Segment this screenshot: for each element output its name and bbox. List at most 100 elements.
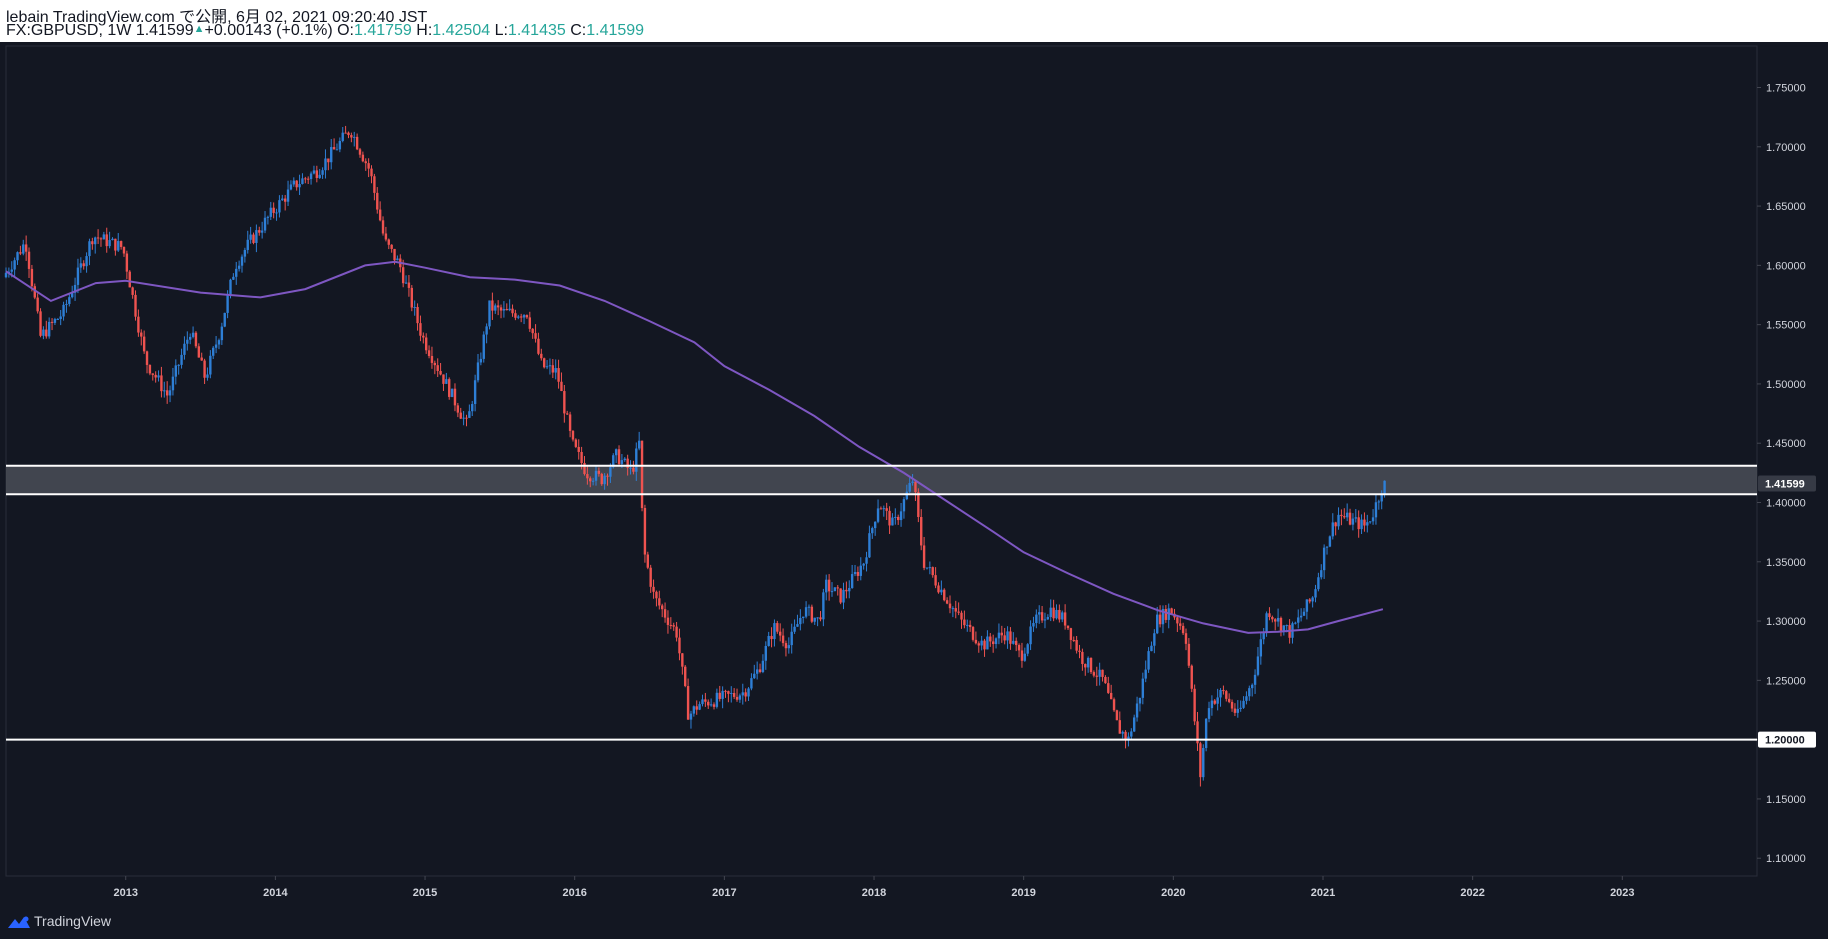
candle-body	[721, 690, 724, 699]
candle-body	[376, 192, 379, 210]
candle-body	[226, 294, 229, 313]
candle-body	[1006, 631, 1009, 641]
candle-body	[744, 692, 747, 697]
candle-body	[330, 147, 333, 163]
candle-body	[698, 704, 701, 710]
candle-body	[827, 579, 831, 592]
close-label: C:	[570, 22, 587, 39]
candle-body	[842, 589, 845, 603]
last-price: 1.41599	[135, 22, 194, 39]
candle-body	[1017, 645, 1021, 651]
chart-area[interactable]: 1.75000 1.70000 1.65000 1.60000 1.55000 1.500…	[0, 42, 1828, 906]
tradingview-brand[interactable]: TradingView	[34, 913, 112, 929]
candle-body	[1383, 480, 1386, 495]
price-chart[interactable]: 1.75000 1.70000 1.65000 1.60000 1.55000 1.500…	[0, 42, 1828, 906]
candle-body	[1029, 626, 1032, 645]
candle-body	[672, 625, 675, 627]
candle-body	[137, 316, 140, 333]
candle-body	[56, 318, 60, 320]
candle-body	[312, 170, 316, 174]
candle-body	[1213, 700, 1216, 704]
candle-body	[229, 279, 232, 295]
low-label: L:	[494, 22, 508, 39]
candle-body	[59, 316, 62, 319]
candle-body	[1343, 516, 1346, 518]
candle-body	[367, 163, 370, 169]
candle-body	[1268, 613, 1271, 618]
candle-body	[424, 337, 428, 351]
candle-body	[1063, 612, 1067, 626]
candle-body	[1181, 625, 1185, 634]
candle-body	[1000, 632, 1004, 636]
candle-body	[920, 516, 923, 546]
candle-body	[1164, 609, 1168, 620]
candle-body	[410, 287, 414, 308]
candle-body	[692, 706, 696, 714]
candle-body	[859, 565, 862, 576]
candle-body	[384, 233, 388, 240]
candle-body	[986, 636, 989, 650]
candle-body	[997, 632, 1001, 639]
candle-body	[171, 376, 175, 391]
candle-body	[1271, 617, 1274, 620]
candle-body	[1340, 514, 1343, 517]
candle-body	[186, 339, 189, 344]
candle-body	[1176, 617, 1179, 624]
candle-body	[260, 230, 264, 233]
y-tick-label: 1.10000	[1766, 853, 1806, 865]
candle-body	[462, 417, 465, 419]
candle-body	[134, 294, 137, 317]
candle-body	[10, 269, 13, 272]
candle-body	[580, 451, 583, 464]
candle-body	[47, 321, 51, 337]
candle-body	[1158, 614, 1162, 625]
x-tick-label: 2017	[712, 887, 736, 899]
candle-body	[707, 701, 710, 706]
candle-body	[1239, 707, 1242, 709]
candle-body	[1040, 612, 1044, 621]
candle-body	[1363, 519, 1366, 526]
candle-body	[36, 297, 39, 312]
candle-body	[1222, 690, 1225, 692]
candle-body	[836, 587, 839, 589]
candle-body	[450, 388, 454, 397]
candle-body	[1153, 633, 1156, 646]
candle-body	[235, 268, 238, 277]
candle-body	[911, 481, 914, 484]
candle-body	[361, 154, 365, 162]
candle-body	[681, 653, 684, 667]
chart-header: lebain TradingView.com で公開, 6月 02, 2021 …	[0, 0, 1828, 42]
candle-body	[747, 688, 750, 697]
tradingview-logo-icon[interactable]	[6, 914, 32, 930]
x-tick-label: 2022	[1460, 887, 1484, 899]
candle-body	[102, 234, 106, 240]
candle-body	[1305, 599, 1309, 612]
candle-body	[741, 692, 744, 696]
candle-body	[243, 249, 247, 257]
candle-body	[396, 258, 399, 261]
candle-body	[678, 637, 681, 654]
candle-body	[1138, 697, 1142, 704]
candle-body	[283, 198, 287, 202]
candle-body	[1282, 625, 1286, 631]
candle-body	[983, 640, 986, 650]
candle-body	[819, 617, 822, 620]
candle-body	[131, 287, 134, 295]
candle-body	[905, 491, 909, 500]
candle-body	[666, 617, 670, 625]
candle-body	[99, 238, 103, 240]
candle-body	[194, 332, 198, 347]
candle-body	[1095, 675, 1098, 677]
candle-body	[1225, 691, 1228, 699]
candle-body	[324, 158, 327, 171]
candle-body	[188, 336, 192, 340]
candle-body	[767, 635, 770, 646]
candle-body	[813, 617, 816, 622]
candle-body	[255, 230, 258, 243]
candle-body	[1052, 607, 1055, 619]
candle-body	[289, 184, 293, 190]
candle-body	[1308, 599, 1311, 602]
candle-body	[1207, 708, 1211, 719]
candle-body	[1196, 721, 1199, 744]
candle-body	[309, 173, 313, 180]
